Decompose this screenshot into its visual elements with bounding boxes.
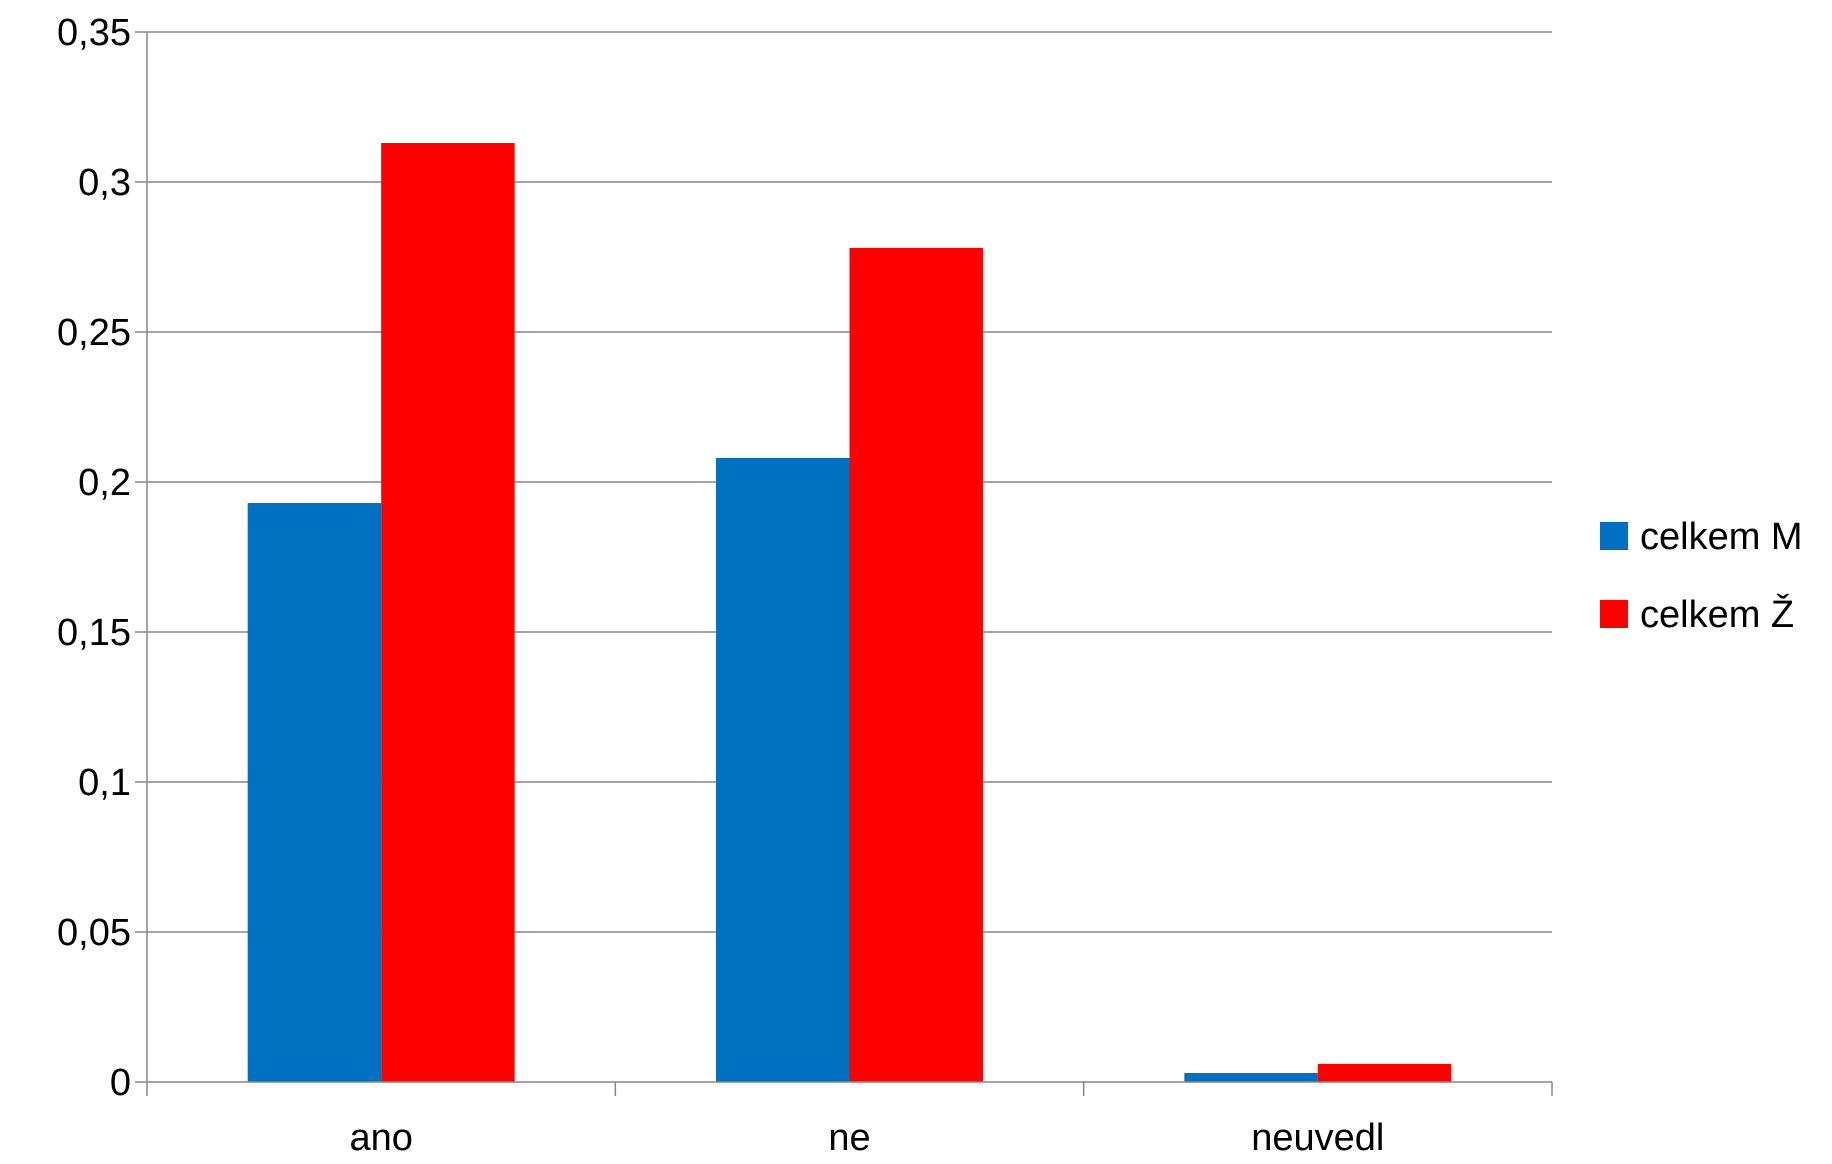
y-tick-label: 0 <box>110 1062 131 1104</box>
x-category-label: ano <box>349 1117 412 1159</box>
y-tick-label: 0,25 <box>57 312 131 354</box>
legend-swatch <box>1600 522 1628 550</box>
y-tick-label: 0,35 <box>57 12 131 54</box>
bar-ano-z <box>381 143 515 1082</box>
y-tick-label: 0,3 <box>78 162 131 204</box>
legend-swatch <box>1600 600 1628 628</box>
x-axis-categories: ano ne neuvedl <box>349 1117 1384 1159</box>
legend-label: celkem M <box>1640 516 1803 558</box>
bar-neuvedl-z <box>1317 1064 1452 1082</box>
legend-label: celkem Ž <box>1640 593 1794 636</box>
x-category-label: neuvedl <box>1251 1117 1384 1159</box>
y-tick-label: 0,15 <box>57 612 131 654</box>
bars <box>247 143 1452 1082</box>
y-axis-ticks: 0 0,05 0,1 0,15 0,2 0,25 0,3 0,35 <box>57 12 147 1104</box>
y-tick-label: 0,1 <box>78 762 131 804</box>
y-tick-label: 0,2 <box>78 462 131 504</box>
bar-ano-m <box>247 503 382 1082</box>
bar-ne-z <box>849 248 983 1082</box>
axes <box>146 32 1553 1096</box>
legend: celkem M celkem Ž <box>1600 516 1803 636</box>
bar-neuvedl-m <box>1184 1073 1318 1082</box>
bar-ne-m <box>716 458 850 1082</box>
y-tick-label: 0,05 <box>57 912 131 954</box>
x-category-label: ne <box>828 1117 870 1159</box>
